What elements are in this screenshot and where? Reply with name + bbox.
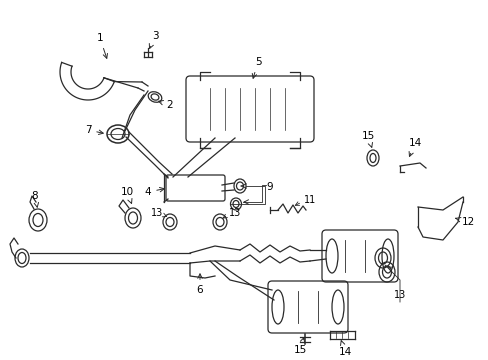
- Text: 14: 14: [338, 341, 351, 357]
- Text: 5: 5: [252, 57, 261, 78]
- Text: 15: 15: [293, 338, 306, 355]
- Text: 2: 2: [158, 100, 173, 110]
- Text: 8: 8: [32, 191, 39, 207]
- Text: 13: 13: [151, 208, 163, 218]
- Text: 7: 7: [84, 125, 103, 135]
- Text: 11: 11: [303, 195, 315, 205]
- Text: 4: 4: [144, 187, 164, 197]
- Text: 9: 9: [266, 182, 273, 192]
- Text: 6: 6: [196, 274, 203, 295]
- Text: 13: 13: [393, 290, 406, 300]
- Text: 13: 13: [228, 208, 241, 218]
- Text: 10: 10: [120, 187, 133, 203]
- Text: 15: 15: [361, 131, 374, 147]
- Text: 1: 1: [97, 33, 107, 58]
- Text: 14: 14: [407, 138, 421, 157]
- Text: 3: 3: [149, 31, 158, 49]
- Text: 12: 12: [455, 217, 474, 227]
